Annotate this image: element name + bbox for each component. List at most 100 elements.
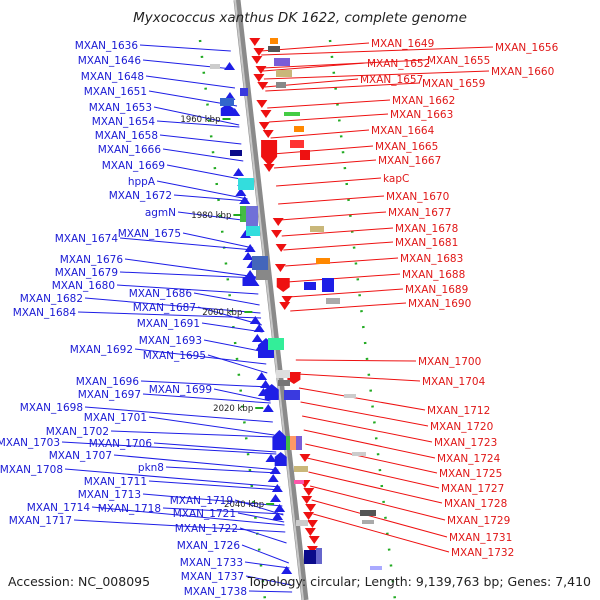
gene-block[interactable]: [300, 150, 310, 160]
gene-label-mxan-1729[interactable]: MXAN_1729: [447, 515, 510, 527]
gene-block[interactable]: [294, 466, 308, 472]
gene-label-mxan-1714[interactable]: MXAN_1714: [27, 502, 91, 514]
reverse-gene-arrow[interactable]: [274, 264, 286, 272]
reverse-gene-arrow[interactable]: [263, 164, 275, 172]
reverse-gene-arrow[interactable]: [301, 496, 313, 504]
gene-label-mxan-1732[interactable]: MXAN_1732: [451, 547, 514, 559]
gene-block[interactable]: [290, 140, 304, 148]
gene-block[interactable]: [290, 436, 296, 450]
reverse-gene-arrow[interactable]: [257, 82, 269, 90]
gene-label-mxan-1733[interactable]: MXAN_1733: [180, 557, 243, 569]
gene-label-mxan-1672[interactable]: MXAN_1672: [109, 190, 172, 202]
reverse-gene-arrow[interactable]: [258, 122, 270, 130]
gene-label-mxan-1649[interactable]: MXAN_1649: [371, 38, 434, 50]
gene-label-mxan-1677[interactable]: MXAN_1677: [388, 207, 451, 219]
gene-label-mxan-1660[interactable]: MXAN_1660: [491, 66, 554, 78]
gene-label-mxan-1657[interactable]: MXAN_1657: [360, 74, 423, 86]
forward-gene-arrow[interactable]: [267, 474, 279, 482]
gene-label-mxan-1708[interactable]: MXAN_1708: [0, 464, 63, 476]
reverse-gene-arrow[interactable]: [275, 244, 287, 252]
gene-label-mxan-1654[interactable]: MXAN_1654: [92, 116, 156, 128]
forward-gene-arrow[interactable]: [271, 484, 283, 492]
gene-label-mxan-1652[interactable]: MXAN_1652: [367, 58, 430, 70]
reverse-gene-arrow[interactable]: [306, 520, 318, 528]
gene-label-mxan-1675[interactable]: MXAN_1675: [118, 228, 181, 240]
reverse-gene-arrow[interactable]: [303, 488, 315, 496]
forward-gene-arrow[interactable]: [220, 104, 234, 116]
gene-block[interactable]: [316, 258, 330, 264]
gene-label-mxan-1702[interactable]: MXAN_1702: [46, 426, 109, 438]
gene-label-mxan-1720[interactable]: MXAN_1720: [430, 421, 493, 433]
gene-block[interactable]: [322, 278, 334, 292]
gene-label-mxan-1669[interactable]: MXAN_1669: [102, 160, 165, 172]
reverse-gene-arrow[interactable]: [261, 140, 278, 166]
gene-label-mxan-1696[interactable]: MXAN_1696: [76, 376, 140, 388]
gene-block[interactable]: [268, 338, 284, 350]
gene-block[interactable]: [246, 226, 260, 236]
forward-gene-arrow[interactable]: [242, 274, 256, 286]
forward-gene-arrow[interactable]: [224, 62, 236, 70]
reverse-gene-arrow[interactable]: [308, 536, 320, 544]
gene-label-mxan-1680[interactable]: MXAN_1680: [52, 280, 115, 292]
gene-label-mxan-1703[interactable]: MXAN_1703: [0, 437, 60, 449]
gene-label-mxan-1711[interactable]: MXAN_1711: [84, 476, 147, 488]
gene-label-mxan-1686[interactable]: MXAN_1686: [129, 288, 193, 300]
gene-block[interactable]: [220, 98, 234, 106]
gene-label-mxan-1695[interactable]: MXAN_1695: [143, 350, 206, 362]
gene-label-mxan-1692[interactable]: MXAN_1692: [70, 344, 133, 356]
gene-block[interactable]: [276, 82, 286, 88]
gene-block[interactable]: [344, 394, 356, 398]
gene-label-mxan-1712[interactable]: MXAN_1712: [427, 405, 490, 417]
gene-block[interactable]: [316, 548, 322, 564]
reverse-gene-arrow[interactable]: [304, 528, 316, 536]
reverse-gene-arrow[interactable]: [251, 56, 263, 64]
gene-block[interactable]: [296, 436, 302, 450]
forward-gene-arrow[interactable]: [235, 188, 247, 196]
reverse-gene-arrow[interactable]: [305, 504, 317, 512]
forward-gene-arrow[interactable]: [272, 512, 284, 520]
gene-block[interactable]: [326, 298, 340, 304]
forward-gene-arrow[interactable]: [274, 452, 287, 466]
gene-label-mxan-1679[interactable]: MXAN_1679: [55, 267, 118, 279]
forward-gene-arrow[interactable]: [260, 380, 272, 388]
gene-block[interactable]: [210, 64, 220, 69]
forward-gene-arrow[interactable]: [251, 334, 263, 342]
gene-label-mxan-1666[interactable]: MXAN_1666: [98, 144, 162, 156]
gene-label-mxan-1717[interactable]: MXAN_1717: [9, 515, 72, 527]
gene-label-mxan-1653[interactable]: MXAN_1653: [89, 102, 152, 114]
forward-gene-arrow[interactable]: [269, 494, 281, 502]
gene-block[interactable]: [370, 566, 382, 570]
forward-gene-arrow[interactable]: [249, 316, 261, 324]
gene-block[interactable]: [276, 70, 292, 77]
gene-block[interactable]: [230, 150, 242, 156]
forward-gene-arrow[interactable]: [274, 504, 286, 512]
gene-block[interactable]: [276, 370, 290, 378]
gene-label-mxan-1665[interactable]: MXAN_1665: [375, 141, 438, 153]
gene-label-mxan-1719[interactable]: MXAN_1719: [170, 495, 233, 507]
gene-block[interactable]: [240, 206, 246, 222]
reverse-gene-arrow[interactable]: [260, 110, 272, 118]
gene-label-mxan-1699[interactable]: MXAN_1699: [149, 384, 212, 396]
reverse-gene-arrow[interactable]: [299, 454, 311, 462]
gene-label-mxan-1722[interactable]: MXAN_1722: [175, 523, 238, 535]
forward-gene-arrow[interactable]: [253, 324, 265, 332]
gene-block[interactable]: [252, 256, 268, 270]
gene-label-mxan-1700[interactable]: MXAN_1700: [418, 356, 481, 368]
gene-label-mxan-1690[interactable]: MXAN_1690: [408, 298, 471, 310]
gene-label-mxan-1682[interactable]: MXAN_1682: [20, 293, 83, 305]
gene-block[interactable]: [278, 380, 290, 386]
gene-block[interactable]: [294, 126, 304, 132]
gene-label-mxan-1678[interactable]: MXAN_1678: [395, 223, 458, 235]
gene-block[interactable]: [274, 58, 290, 66]
forward-gene-arrow[interactable]: [262, 404, 274, 412]
gene-label-mxan-1659[interactable]: MXAN_1659: [422, 78, 485, 90]
reverse-gene-arrow[interactable]: [256, 100, 268, 108]
gene-label-mxan-1724[interactable]: MXAN_1724: [437, 453, 501, 465]
gene-label-mxan-1670[interactable]: MXAN_1670: [386, 191, 449, 203]
gene-block[interactable]: [310, 226, 324, 232]
gene-label-mxan-1726[interactable]: MXAN_1726: [177, 540, 241, 552]
forward-gene-arrow[interactable]: [264, 384, 279, 400]
reverse-gene-arrow[interactable]: [287, 372, 301, 384]
reverse-gene-arrow[interactable]: [249, 38, 261, 46]
gene-label-mxan-1658[interactable]: MXAN_1658: [95, 130, 158, 142]
